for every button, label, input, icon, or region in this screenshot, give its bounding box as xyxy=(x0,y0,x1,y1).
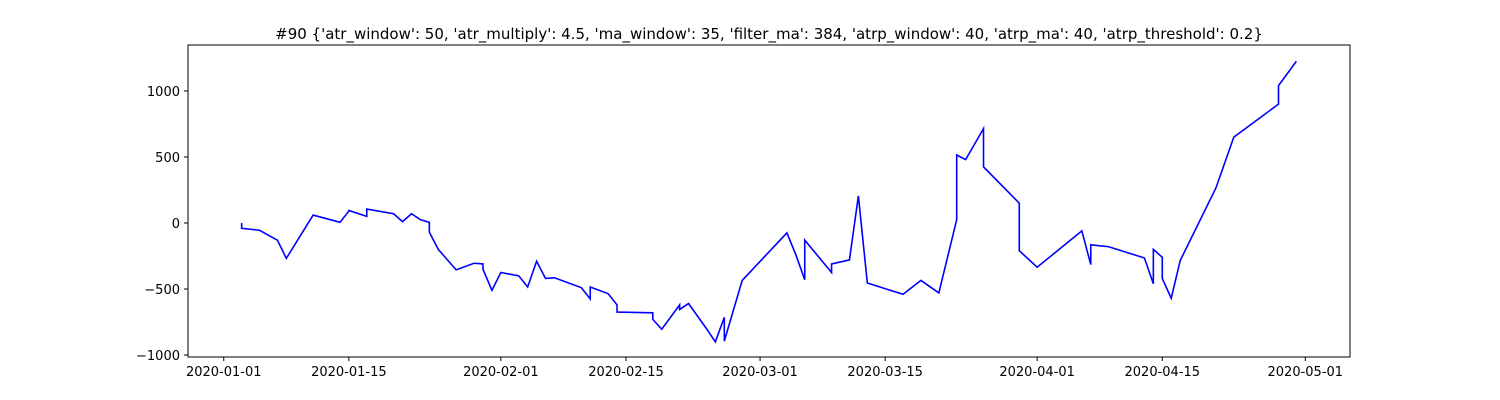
y-tick-label: 0 xyxy=(172,217,180,232)
y-tick-label: 500 xyxy=(155,151,180,166)
line xyxy=(240,60,1298,344)
y-tick-label: −500 xyxy=(144,283,180,298)
x-tick-label: 2020-04-15 xyxy=(1125,365,1201,380)
x-tick-label: 2020-02-01 xyxy=(463,365,539,380)
x-tick-label: 2020-05-01 xyxy=(1268,365,1344,380)
plot-frame xyxy=(187,44,1351,358)
x-tick-label: 2020-04-01 xyxy=(999,365,1075,380)
x-tick-label: 2020-03-01 xyxy=(722,365,798,380)
y-tick-label: −1000 xyxy=(136,349,180,364)
x-tick-label: 2020-02-15 xyxy=(588,365,664,380)
x-tick-label: 2020-01-01 xyxy=(186,365,262,380)
chart-title: #90 {'atr_window': 50, 'atr_multiply': 4… xyxy=(275,25,1263,44)
x-tick-label: 2020-03-15 xyxy=(847,365,923,380)
x-tick-label: 2020-01-15 xyxy=(311,365,387,380)
y-tick-label: 1000 xyxy=(147,85,180,100)
